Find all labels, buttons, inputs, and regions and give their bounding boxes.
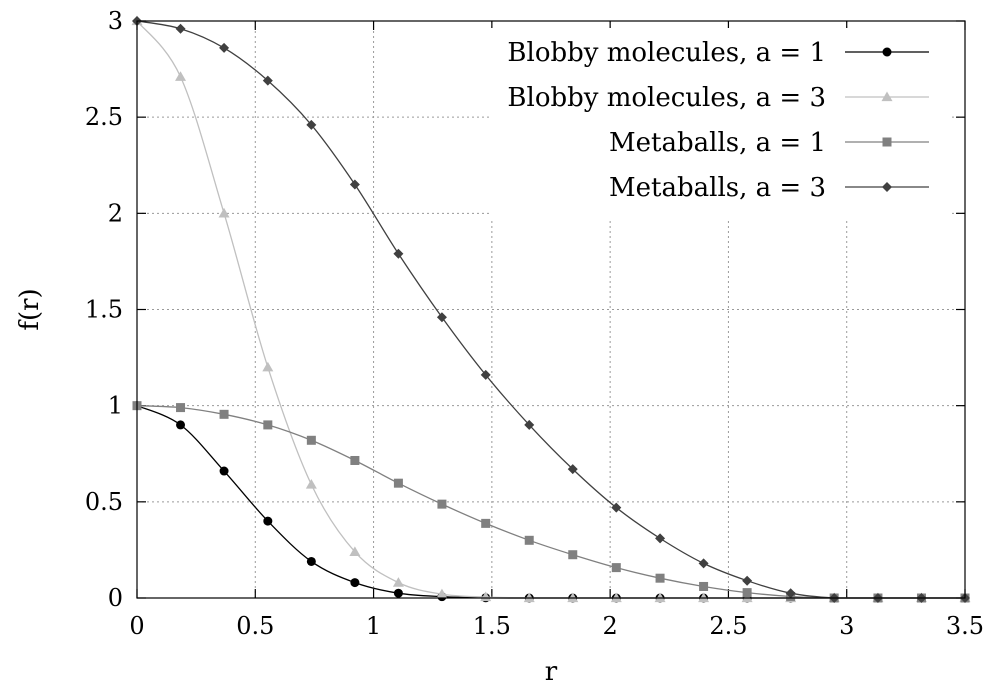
data-point-triangle [392,577,404,587]
data-point-diamond [219,42,230,53]
data-point-triangle [349,546,361,556]
data-point-diamond [611,502,622,513]
x-tick-label: 2 [603,612,618,640]
y-tick-label: 1.5 [85,296,123,324]
data-point-triangle [262,361,274,372]
data-point-diamond [655,533,666,544]
data-point-triangle-legend [881,91,893,102]
data-point-diamond [698,558,709,569]
x-tick-label: 2.5 [709,612,747,640]
legend-background [490,28,950,218]
data-point-diamond [306,119,317,130]
x-tick-label: 0 [129,612,144,640]
plot-frame [136,20,966,599]
x-tick-label: 1 [366,612,381,640]
data-point-square [699,581,709,591]
data-point-square [176,403,186,413]
data-point-circle [176,420,186,430]
data-point-triangle [567,592,579,603]
data-point-square [481,518,491,528]
data-point-square-legend [882,137,892,147]
series-line [136,405,965,599]
data-point-circle [263,516,273,526]
data-point-triangle [741,592,753,603]
data-point-diamond [785,588,796,599]
data-point-square [263,420,273,430]
data-point-diamond [524,419,535,430]
data-point-triangle [305,479,317,489]
data-point-square [742,588,752,598]
data-point-circle-legend [882,47,892,57]
data-point-triangle [523,592,535,603]
data-point-square [611,563,621,573]
data-point-triangle [480,591,492,602]
y-tick-label: 0 [108,584,123,612]
data-point-diamond [262,75,273,86]
data-point-square [219,409,229,419]
x-axis-label: r [545,657,558,687]
data-point-triangle [654,592,666,603]
data-point-square [350,455,360,465]
legend-label: Blobby molecules, a = 3 [507,83,826,113]
data-point-circle [350,578,360,588]
data-point-circle [219,466,229,476]
data-point-square [393,478,403,488]
y-tick-label: 1 [108,392,123,420]
x-tick-label: 3.5 [946,612,984,640]
legend-item: Blobby molecules, a = 1 [507,38,929,68]
y-tick-label: 2 [108,199,123,227]
data-point-triangle [610,592,622,603]
series-line [136,405,965,599]
data-point-diamond [393,248,404,259]
data-point-diamond [175,23,186,34]
x-tick-label: 1.5 [473,612,511,640]
legend-item: Metaballs, a = 1 [609,128,929,158]
data-point-triangle [175,71,187,81]
x-tick-label: 3 [839,612,854,640]
legend-item: Blobby molecules, a = 3 [507,83,929,113]
data-point-diamond [349,179,360,190]
data-point-square [568,550,578,560]
data-point-diamond [567,464,578,475]
y-tick-label: 0.5 [85,488,123,516]
data-point-diamond [436,312,447,323]
legend-label: Metaballs, a = 1 [609,128,826,158]
data-point-diamond [742,575,753,586]
data-point-triangle [436,588,448,599]
legend: Blobby molecules, a = 1 Blobby molecules,… [507,38,929,203]
data-point-circle [306,556,316,566]
data-point-square [655,573,665,583]
y-tick-label: 2.5 [85,103,123,131]
data-point-diamond [480,369,491,380]
y-axis-label: f(r) [15,288,45,330]
data-point-triangle [698,592,710,603]
legend-label: Blobby molecules, a = 1 [507,38,826,68]
data-point-square [437,499,447,509]
ticks-layer: 0 0.5 1 1.5 2 2.5 3 3.5 0 0.5 1 1.5 2 2.5 3 [85,7,984,640]
legend-label: Metaballs, a = 3 [609,173,826,203]
data-point-square [306,435,316,445]
data-point-square [524,535,534,545]
data-point-triangle [218,207,230,218]
legend-item: Metaballs, a = 3 [609,173,929,203]
data-point-diamond-legend [882,182,892,192]
y-tick-label: 3 [108,7,123,35]
data-point-circle [393,588,403,598]
x-tick-label: 0.5 [236,612,274,640]
